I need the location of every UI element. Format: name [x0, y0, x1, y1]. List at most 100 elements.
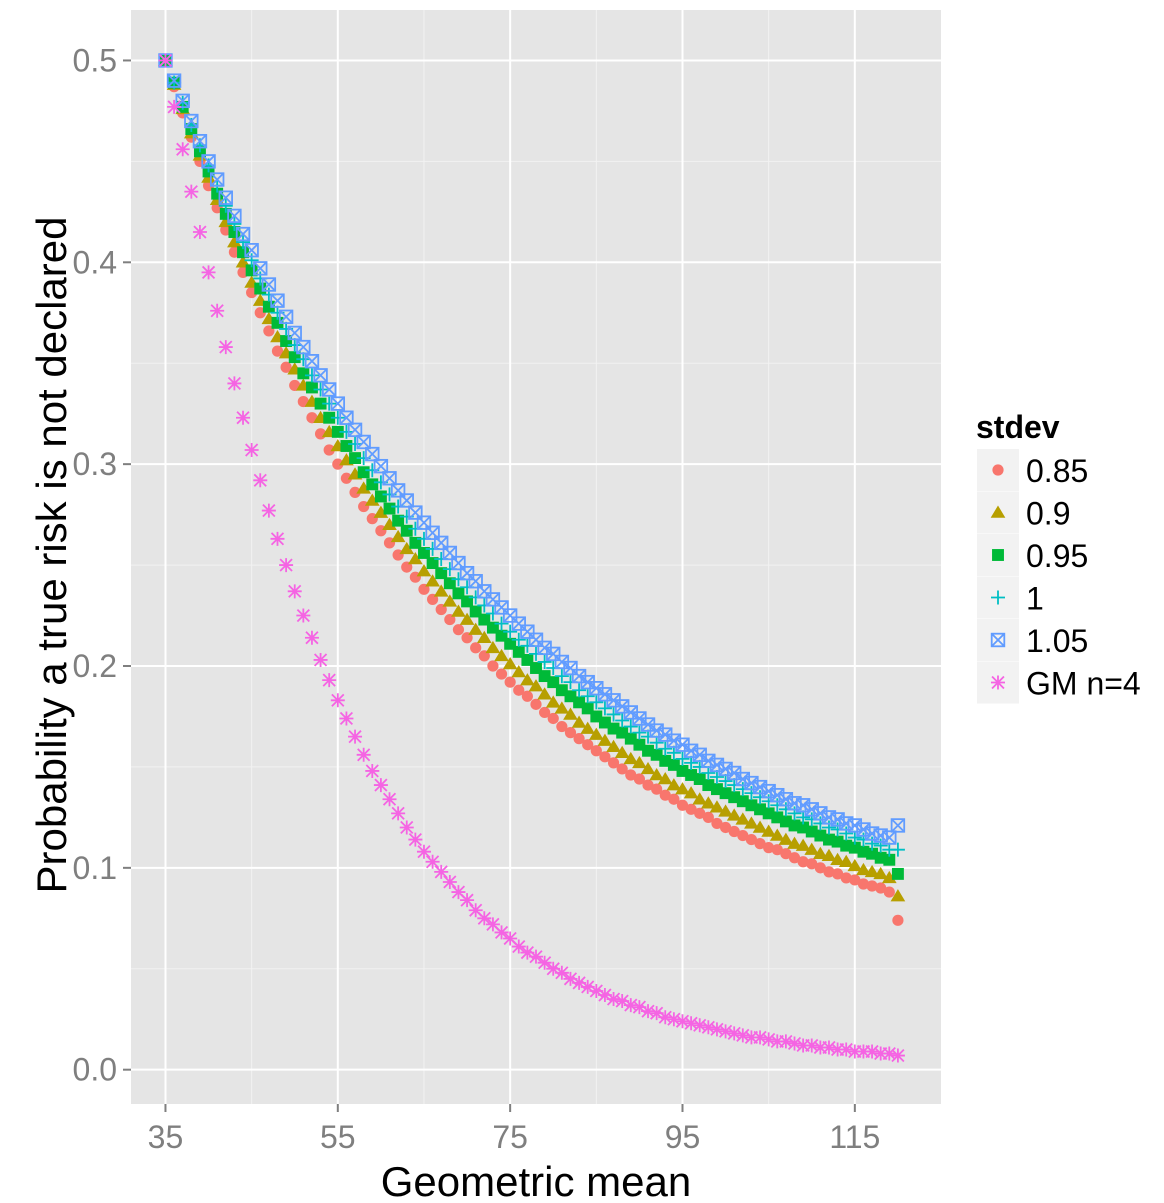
point-plus [796, 810, 811, 825]
point-asterisk [709, 1022, 724, 1037]
point-boxx [166, 73, 182, 88]
point-circle [530, 698, 542, 710]
point-square [452, 587, 465, 600]
point-square [891, 867, 904, 880]
point-asterisk [641, 1004, 656, 1019]
point-circle [694, 807, 706, 819]
point-asterisk [847, 1044, 862, 1059]
point-boxx [304, 354, 320, 369]
point-boxx [990, 632, 1006, 648]
point-circle [599, 751, 611, 763]
point-square [237, 246, 249, 259]
point-plus [348, 436, 363, 451]
x-tick-label: 115 [829, 1119, 880, 1155]
point-asterisk [158, 53, 173, 68]
y-axis-title: Probability a true risk is not declared [28, 217, 75, 894]
point-plus [554, 669, 569, 684]
point-boxx [261, 277, 277, 292]
point-asterisk [991, 675, 1005, 690]
point-plus [649, 735, 664, 750]
point-circle [607, 757, 620, 769]
point-circle [590, 745, 602, 757]
point-circle [340, 472, 353, 484]
y-tick-label: 0.1 [73, 850, 117, 886]
point-asterisk [770, 1034, 785, 1049]
point-asterisk [778, 1034, 793, 1049]
point-plus [503, 624, 518, 639]
grid-minor [131, 10, 941, 1104]
point-square [883, 853, 896, 866]
point-square [495, 629, 508, 642]
point-square [840, 839, 853, 852]
point-square [228, 226, 241, 238]
point-square [211, 187, 224, 200]
point-circle [513, 684, 525, 696]
point-square [848, 841, 861, 854]
point-square [693, 773, 706, 785]
point-plus [572, 683, 587, 698]
point-triangle [778, 832, 794, 845]
point-square [469, 605, 482, 618]
point-square [624, 732, 637, 745]
point-plus [537, 654, 552, 669]
point-square [607, 722, 620, 735]
point-square [219, 207, 232, 220]
point-boxx [330, 396, 346, 411]
point-boxx [235, 226, 251, 242]
point-asterisk [580, 979, 595, 994]
point-triangle [537, 687, 552, 700]
point-asterisk [451, 885, 466, 900]
point-asterisk [744, 1030, 759, 1045]
point-triangle [494, 648, 509, 662]
legend-item-label: 0.9 [1026, 496, 1070, 532]
point-asterisk [649, 1006, 664, 1021]
point-triangle [744, 816, 759, 829]
point-triangle [502, 656, 518, 670]
point-asterisk [787, 1036, 802, 1051]
point-boxx [382, 471, 397, 486]
point-boxx [287, 325, 302, 341]
point-square [667, 758, 680, 771]
point-triangle [787, 836, 802, 849]
point-asterisk [425, 854, 440, 869]
point-triangle [821, 848, 837, 861]
point-asterisk [701, 1020, 716, 1035]
point-square [711, 783, 723, 796]
point-circle [470, 642, 482, 654]
legend-item-label: 1 [1026, 581, 1044, 617]
point-circle [702, 811, 714, 823]
point-triangle [752, 820, 768, 833]
point-boxx [735, 771, 751, 787]
point-circle [573, 733, 585, 745]
point-square [874, 851, 887, 864]
point-asterisk [537, 955, 552, 970]
x-tick-label: 95 [665, 1119, 701, 1155]
point-asterisk [796, 1038, 811, 1053]
x-axis-title: Geometric mean [381, 1158, 691, 1203]
point-circle [840, 872, 852, 884]
point-circle [719, 821, 732, 834]
point-square [581, 702, 594, 715]
point-boxx [847, 818, 863, 833]
point-asterisk [615, 994, 630, 1009]
point-square [831, 835, 844, 848]
point-asterisk [313, 652, 328, 667]
series-0-9 [158, 53, 906, 902]
point-asterisk [529, 949, 543, 964]
point-square [374, 490, 387, 503]
point-triangle [890, 889, 906, 902]
point-asterisk [821, 1040, 836, 1055]
point-asterisk [485, 917, 500, 932]
point-triangle [838, 854, 854, 868]
point-asterisk [460, 893, 475, 908]
point-triangle [990, 505, 1006, 518]
point-circle [780, 848, 792, 860]
point-square [685, 769, 698, 781]
point-triangle [580, 721, 596, 734]
point-triangle [614, 745, 630, 759]
point-circle [831, 868, 844, 880]
point-boxx [804, 802, 819, 817]
point-circle [737, 829, 749, 842]
point-triangle [709, 800, 725, 813]
point-asterisk [434, 864, 449, 879]
